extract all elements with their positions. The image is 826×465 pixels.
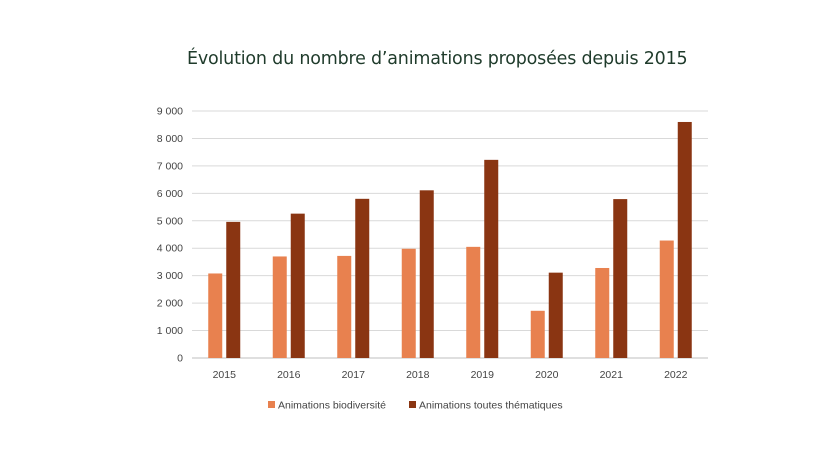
- x-tick-label: 2022: [664, 369, 688, 381]
- bar-biodiversite-2018: [401, 248, 416, 358]
- bar-biodiversite-2017: [337, 255, 352, 358]
- bar-toutes-thematiques-2019: [484, 159, 499, 358]
- legend-label: Animations toutes thématiques: [419, 400, 563, 412]
- bar-toutes-thematiques-2015: [226, 221, 241, 358]
- y-tick-label: 6 000: [157, 188, 183, 200]
- chart-title: Évolution du nombre d’animations proposé…: [187, 49, 688, 69]
- y-tick-label: 7 000: [157, 160, 183, 172]
- bar-biodiversite-2019: [466, 246, 481, 358]
- x-tick-label: 2020: [535, 369, 559, 381]
- x-tick-label: 2015: [213, 369, 237, 381]
- x-tick-label: 2018: [406, 369, 430, 381]
- bar-toutes-thematiques-2022: [677, 121, 692, 358]
- legend-swatch: [268, 401, 275, 408]
- y-tick-label: 9 000: [157, 106, 183, 118]
- bar-toutes-thematiques-2020: [548, 272, 563, 358]
- bar-biodiversite-2016: [272, 256, 287, 358]
- legend: Animations biodiversité Animations toutes…: [268, 400, 563, 412]
- y-tick-label: 8 000: [157, 133, 183, 145]
- bar-biodiversite-2022: [659, 240, 674, 358]
- y-tick-label: 1 000: [157, 325, 183, 337]
- y-tick-label: 3 000: [157, 270, 183, 282]
- x-tick-label: 2016: [277, 369, 301, 381]
- y-tick-label: 4 000: [157, 243, 183, 255]
- y-axis-tick-labels: 0 1 000 2 000 3 000 4 000 5 000 6 000 7 000 8 00…: [157, 106, 183, 365]
- legend-label: Animations biodiversité: [278, 400, 386, 412]
- x-axis-tick-labels: 2015 2016 2017 2018 2019 2020 2021 2022: [213, 369, 688, 381]
- x-tick-label: 2021: [600, 369, 624, 381]
- bar-toutes-thematiques-2018: [419, 190, 434, 358]
- x-tick-label: 2019: [471, 369, 495, 381]
- legend-swatch: [409, 401, 416, 408]
- x-tick-label: 2017: [342, 369, 366, 381]
- bar-biodiversite-2015: [208, 273, 223, 358]
- y-tick-label: 0: [177, 353, 183, 365]
- gridlines: [192, 110, 708, 359]
- bars: [208, 121, 692, 358]
- y-tick-label: 5 000: [157, 215, 183, 227]
- y-tick-label: 2 000: [157, 298, 183, 310]
- bar-biodiversite-2021: [595, 267, 610, 358]
- bar-biodiversite-2020: [530, 310, 545, 358]
- bar-toutes-thematiques-2021: [613, 199, 628, 358]
- bar-toutes-thematiques-2016: [290, 213, 305, 358]
- bar-toutes-thematiques-2017: [355, 198, 370, 358]
